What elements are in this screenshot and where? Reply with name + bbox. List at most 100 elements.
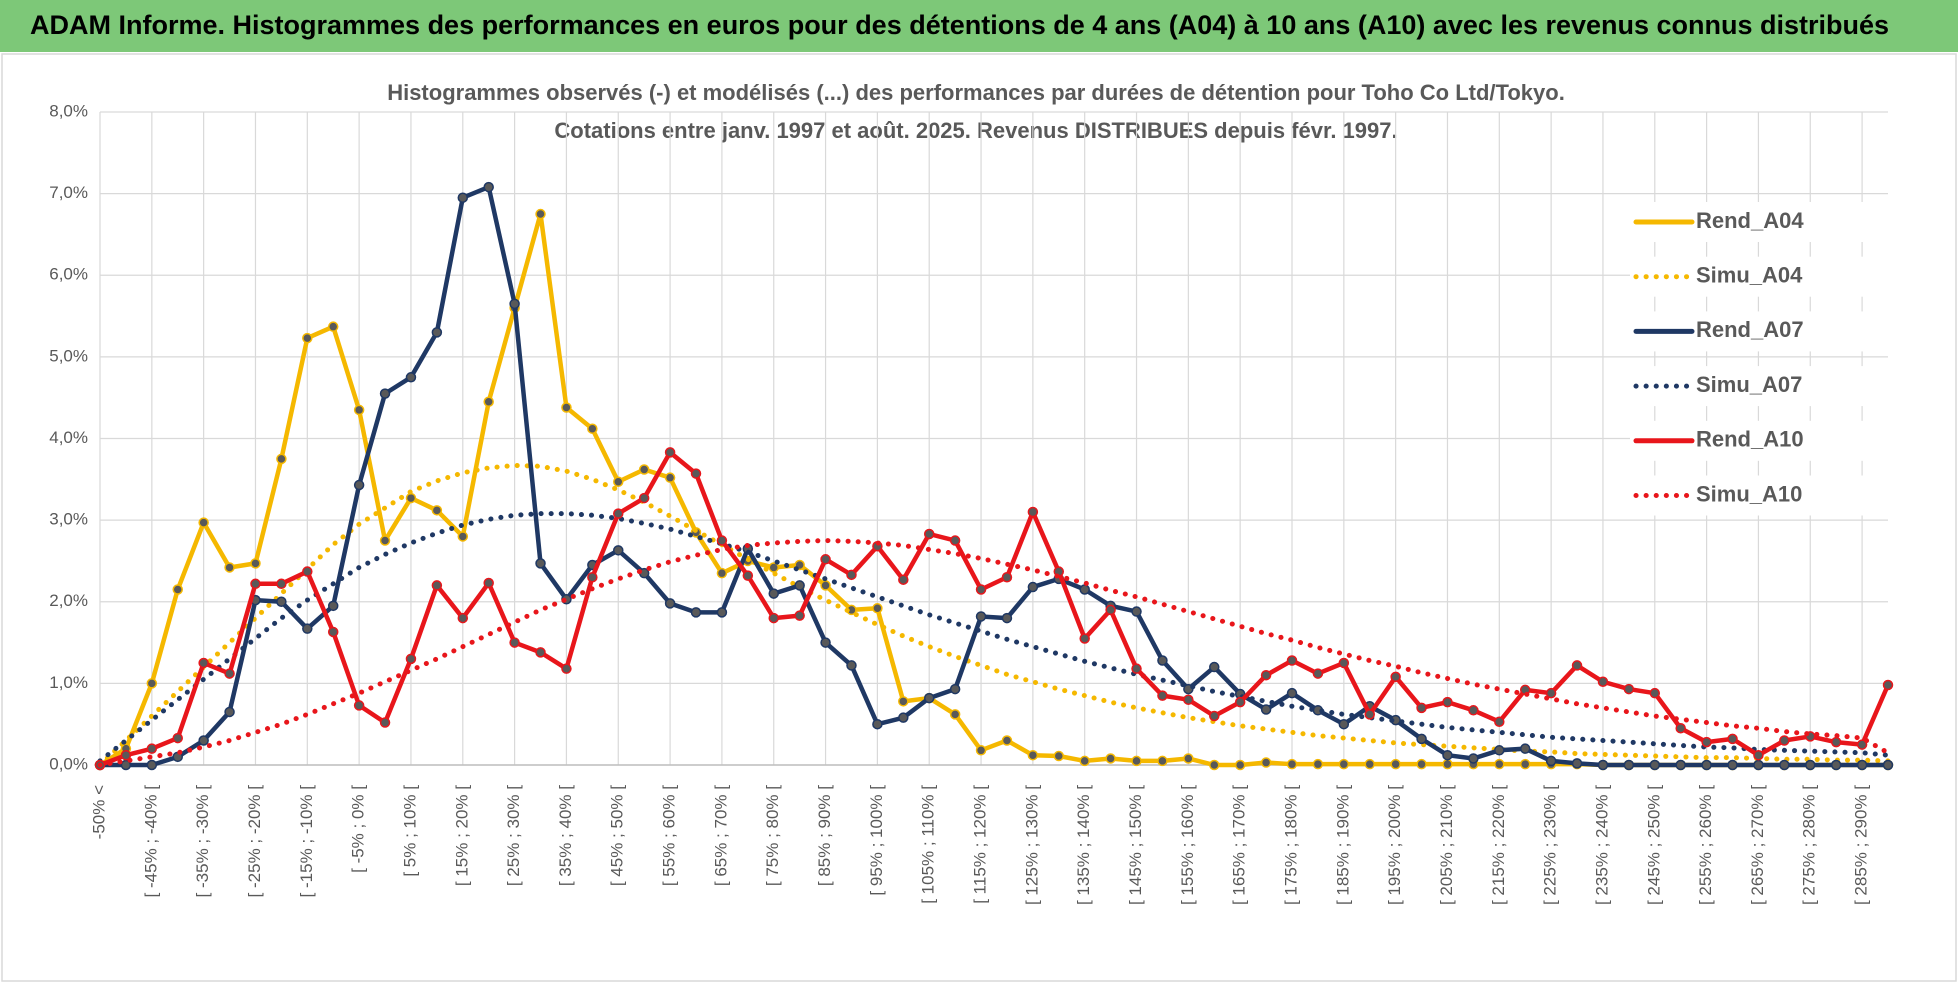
point-marker bbox=[276, 453, 287, 465]
point-marker bbox=[379, 388, 391, 399]
point-marker bbox=[302, 332, 313, 344]
point-marker bbox=[1779, 759, 1790, 771]
point-marker bbox=[146, 759, 158, 771]
x-tick-label: [ 45% ; 50% [ bbox=[608, 785, 627, 886]
point-marker bbox=[1338, 718, 1350, 730]
x-tick-label: [ 245% ; 250% [ bbox=[1644, 785, 1663, 905]
point-marker bbox=[198, 657, 209, 669]
point-marker bbox=[327, 626, 339, 638]
point-marker bbox=[327, 321, 339, 332]
legend-label: Simu_A07 bbox=[1696, 372, 1802, 397]
point-marker bbox=[353, 479, 365, 491]
x-tick-label: [ 185% ; 190% [ bbox=[1333, 785, 1352, 905]
observed-line bbox=[97, 184, 1891, 768]
y-tick-label: 6,0% bbox=[49, 265, 88, 284]
x-tick-label: [ 75% ; 80% [ bbox=[763, 785, 782, 886]
point-marker bbox=[1157, 755, 1168, 767]
point-marker bbox=[1416, 758, 1427, 770]
point-marker bbox=[1882, 679, 1894, 691]
point-marker bbox=[664, 472, 676, 483]
observed-line bbox=[97, 450, 1891, 768]
y-tick-label: 0,0% bbox=[49, 754, 88, 773]
point-marker bbox=[872, 718, 883, 730]
point-marker bbox=[1027, 749, 1039, 761]
point-marker bbox=[1753, 759, 1764, 771]
point-marker bbox=[1649, 687, 1661, 699]
point-marker bbox=[1571, 660, 1583, 671]
point-marker bbox=[405, 492, 417, 504]
point-marker bbox=[949, 535, 961, 546]
point-marker bbox=[509, 298, 520, 310]
point-marker bbox=[1494, 745, 1505, 756]
point-marker bbox=[613, 476, 624, 488]
point-marker bbox=[1519, 743, 1531, 754]
point-marker bbox=[224, 562, 235, 573]
point-marker bbox=[1856, 739, 1868, 750]
point-marker bbox=[1053, 750, 1065, 762]
point-marker bbox=[1209, 759, 1220, 771]
x-tick-label: [ 265% ; 270% [ bbox=[1748, 785, 1767, 905]
x-tick-label: [ 165% ; 170% [ bbox=[1230, 785, 1249, 905]
point-marker bbox=[1079, 633, 1090, 644]
point-marker bbox=[1649, 759, 1661, 771]
point-marker bbox=[535, 558, 546, 569]
point-marker bbox=[1675, 723, 1686, 734]
x-tick-label: [ 175% ; 180% [ bbox=[1281, 785, 1300, 905]
point-marker bbox=[509, 637, 520, 648]
x-tick-label: [ 25% ; 30% [ bbox=[504, 785, 523, 886]
legend-label: Rend_A04 bbox=[1696, 208, 1804, 233]
point-marker bbox=[457, 531, 469, 542]
x-tick-label: [ 115% ; 120% [ bbox=[971, 785, 990, 904]
x-tick-label: [ 205% ; 210% [ bbox=[1437, 785, 1456, 905]
x-tick-label: [ 275% ; 280% [ bbox=[1800, 785, 1819, 905]
point-marker bbox=[690, 607, 702, 618]
x-tick-label: [ 215% ; 220% [ bbox=[1489, 785, 1508, 905]
point-marker bbox=[1209, 661, 1220, 673]
legend-label: Rend_A07 bbox=[1696, 317, 1804, 342]
chart-frame bbox=[1, 53, 1957, 982]
point-marker bbox=[535, 208, 546, 220]
point-marker bbox=[638, 464, 650, 475]
point-marker bbox=[561, 402, 572, 413]
point-marker bbox=[457, 192, 469, 203]
legend-bg bbox=[1630, 256, 1890, 297]
point-marker bbox=[1623, 759, 1635, 771]
point-marker bbox=[1312, 668, 1324, 679]
x-tick-label: [ 255% ; 260% [ bbox=[1696, 785, 1715, 905]
point-marker bbox=[820, 580, 831, 591]
point-marker bbox=[431, 327, 443, 338]
x-tick-label: [ 145% ; 150% [ bbox=[1126, 785, 1145, 905]
point-marker bbox=[1105, 753, 1116, 764]
point-marker bbox=[1286, 655, 1298, 666]
point-marker bbox=[1027, 581, 1039, 593]
point-marker bbox=[1079, 755, 1090, 767]
point-marker bbox=[198, 517, 209, 528]
point-marker bbox=[716, 567, 728, 579]
point-marker bbox=[1131, 663, 1142, 674]
point-marker bbox=[1364, 709, 1375, 720]
point-marker bbox=[172, 732, 183, 744]
point-marker bbox=[561, 663, 572, 674]
point-marker bbox=[353, 700, 365, 711]
point-marker bbox=[1312, 758, 1324, 770]
point-marker bbox=[1234, 696, 1246, 708]
point-marker bbox=[846, 569, 857, 581]
point-marker bbox=[794, 610, 805, 621]
point-marker bbox=[1701, 736, 1712, 748]
point-marker bbox=[923, 692, 935, 704]
point-marker bbox=[535, 647, 546, 658]
point-marker bbox=[1183, 753, 1194, 764]
x-tick-label: [ 5% ; 10% [ bbox=[400, 785, 419, 877]
point-marker bbox=[146, 743, 158, 754]
x-tick-label: [ -5% ; 0% [ bbox=[349, 785, 368, 873]
point-marker bbox=[975, 745, 987, 756]
point-marker bbox=[898, 696, 909, 707]
point-marker bbox=[353, 404, 365, 416]
point-marker bbox=[923, 528, 935, 540]
x-tick-label: [ 285% ; 290% [ bbox=[1852, 785, 1871, 905]
point-marker bbox=[1545, 687, 1557, 699]
x-tick-label: [ 95% ; 100% [ bbox=[867, 785, 886, 896]
point-marker bbox=[1183, 694, 1194, 705]
point-marker bbox=[949, 709, 961, 720]
